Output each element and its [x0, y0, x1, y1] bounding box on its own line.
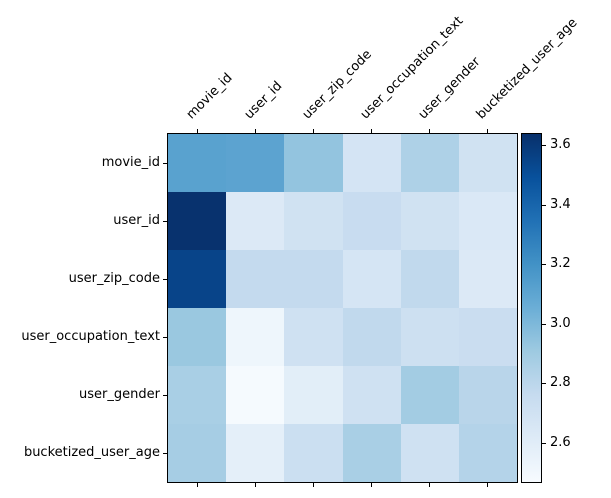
tick-mark — [163, 453, 167, 454]
tick-mark — [163, 337, 167, 338]
heatmap-cell — [168, 134, 227, 192]
heatmap-cell — [458, 134, 517, 192]
tick-mark — [541, 264, 546, 265]
tick-mark — [541, 443, 546, 444]
y-tick-label: user_zip_code — [68, 270, 160, 286]
tick-mark — [313, 483, 314, 487]
heatmap-cell — [458, 250, 517, 308]
heatmap-cell — [168, 250, 227, 308]
heatmap-cell — [342, 250, 401, 308]
heatmap-cell — [284, 192, 343, 250]
heatmap-cell — [400, 192, 459, 250]
heatmap-cell — [342, 366, 401, 424]
tick-mark — [429, 129, 430, 133]
heatmap-cell — [342, 424, 401, 482]
x-tick-label: bucketized_user_age — [474, 15, 581, 123]
tick-mark — [487, 483, 488, 487]
heatmap-cell — [226, 424, 285, 482]
tick-mark — [371, 129, 372, 133]
heatmap-cell — [400, 366, 459, 424]
heatmap-cell — [284, 366, 343, 424]
heatmap-cell — [168, 192, 227, 250]
colorbar-tick-label: 3.0 — [550, 315, 571, 331]
tick-mark — [163, 395, 167, 396]
heatmap-cell — [400, 424, 459, 482]
heatmap-cell — [284, 424, 343, 482]
heatmap-cells — [168, 134, 517, 482]
heatmap-cell — [400, 250, 459, 308]
y-tick-label: user_id — [113, 212, 160, 228]
y-tick-label: bucketized_user_age — [23, 444, 160, 460]
tick-mark — [487, 129, 488, 133]
tick-mark — [541, 145, 546, 146]
y-tick-label: user_occupation_text — [21, 328, 160, 344]
heatmap-cell — [284, 308, 343, 366]
y-tick-label: movie_id — [101, 154, 160, 170]
tick-mark — [541, 383, 546, 384]
heatmap-cell — [168, 424, 227, 482]
heatmap-cell — [458, 192, 517, 250]
x-tick-label: movie_id — [183, 70, 236, 123]
tick-mark — [313, 129, 314, 133]
tick-mark — [197, 483, 198, 487]
colorbar-tick-label: 2.6 — [550, 434, 571, 450]
tick-mark — [255, 129, 256, 133]
tick-mark — [429, 483, 430, 487]
heatmap-cell — [226, 134, 285, 192]
heatmap-cell — [226, 308, 285, 366]
heatmap-cell — [342, 134, 401, 192]
tick-mark — [163, 279, 167, 280]
y-tick-label: user_gender — [79, 386, 160, 402]
heatmap-cell — [226, 250, 285, 308]
colorbar-tick-label: 3.4 — [550, 196, 571, 212]
heatmap-plot — [167, 133, 518, 483]
tick-mark — [163, 221, 167, 222]
heatmap-cell — [342, 308, 401, 366]
tick-mark — [371, 483, 372, 487]
heatmap-cell — [226, 192, 285, 250]
heatmap-cell — [284, 250, 343, 308]
heatmap-cell — [458, 424, 517, 482]
tick-mark — [255, 483, 256, 487]
heatmap-cell — [400, 134, 459, 192]
heatmap-cell — [284, 134, 343, 192]
tick-mark — [163, 163, 167, 164]
heatmap-cell — [458, 366, 517, 424]
tick-mark — [541, 324, 546, 325]
heatmap-cell — [226, 366, 285, 424]
colorbar-gradient — [522, 134, 541, 482]
x-tick-label: user_occupation_text — [357, 13, 467, 123]
heatmap-cell — [168, 308, 227, 366]
tick-mark — [541, 205, 546, 206]
heatmap-cell — [400, 308, 459, 366]
tick-mark — [197, 129, 198, 133]
heatmap-cell — [342, 192, 401, 250]
x-tick-label: user_id — [241, 78, 286, 123]
colorbar-tick-label: 3.6 — [550, 137, 571, 153]
colorbar-tick-label: 3.2 — [550, 256, 571, 272]
heatmap-cell — [458, 308, 517, 366]
colorbar-tick-label: 2.8 — [550, 375, 571, 391]
heatmap-cell — [168, 366, 227, 424]
colorbar — [521, 133, 542, 483]
